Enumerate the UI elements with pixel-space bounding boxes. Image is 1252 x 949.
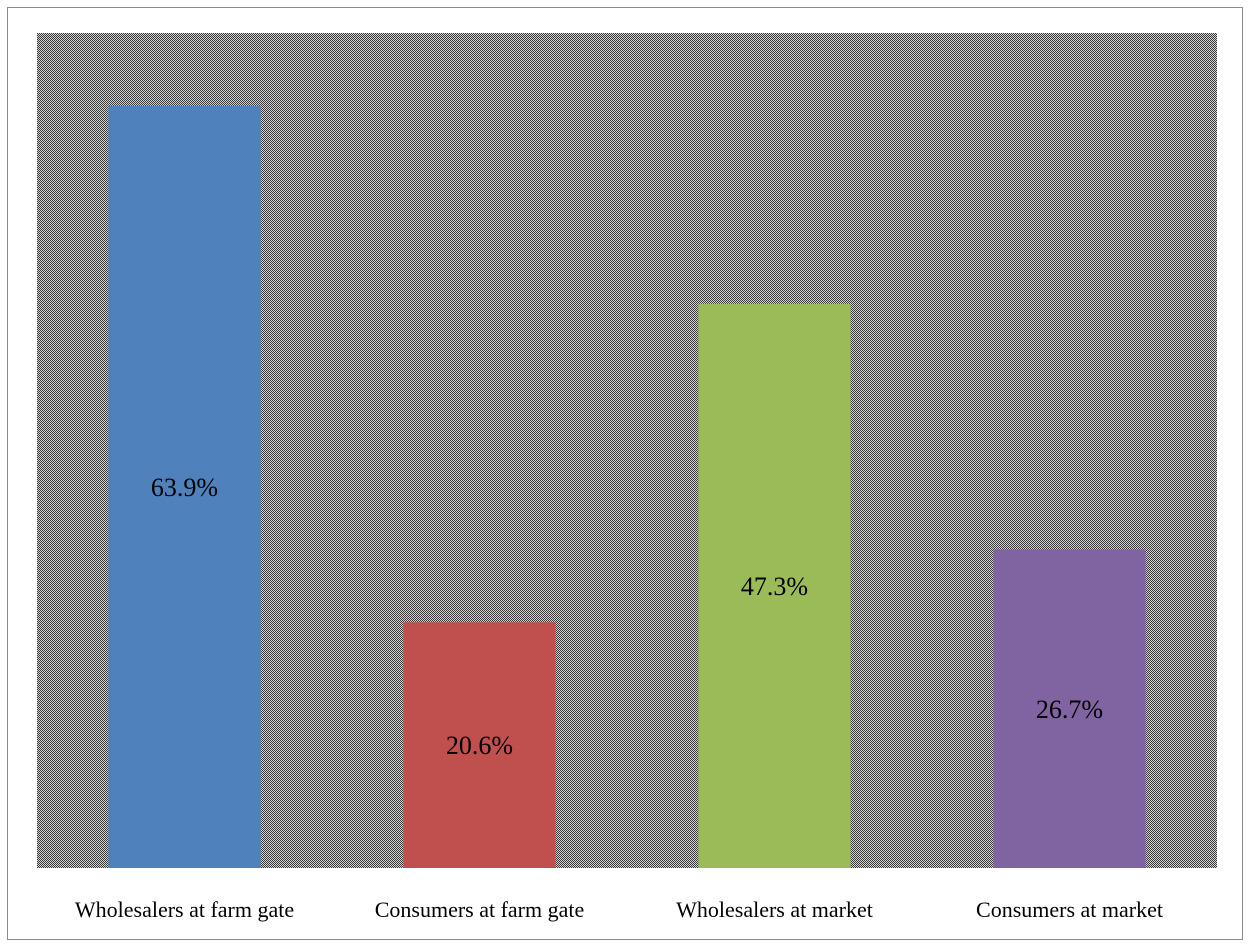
bar-value-label: 47.3% <box>741 572 808 601</box>
category-labels-layer: Wholesalers at farm gate Consumers at far… <box>75 897 1163 922</box>
bar-3 <box>698 303 851 868</box>
bar-2 <box>403 622 556 868</box>
bars-layer <box>108 105 1146 869</box>
value-labels-layer: 63.9% 20.6% 47.3% 26.7% <box>151 473 1103 760</box>
category-label: Consumers at farm gate <box>375 897 585 922</box>
bar-value-label: 63.9% <box>151 473 218 502</box>
bar-value-label: 20.6% <box>446 731 513 760</box>
bar-1 <box>108 105 261 869</box>
category-label: Wholesalers at market <box>676 897 873 922</box>
bar-value-label: 26.7% <box>1036 695 1103 724</box>
category-label: Consumers at market <box>976 897 1163 922</box>
category-label: Wholesalers at farm gate <box>75 897 294 922</box>
bar-4 <box>993 549 1146 868</box>
